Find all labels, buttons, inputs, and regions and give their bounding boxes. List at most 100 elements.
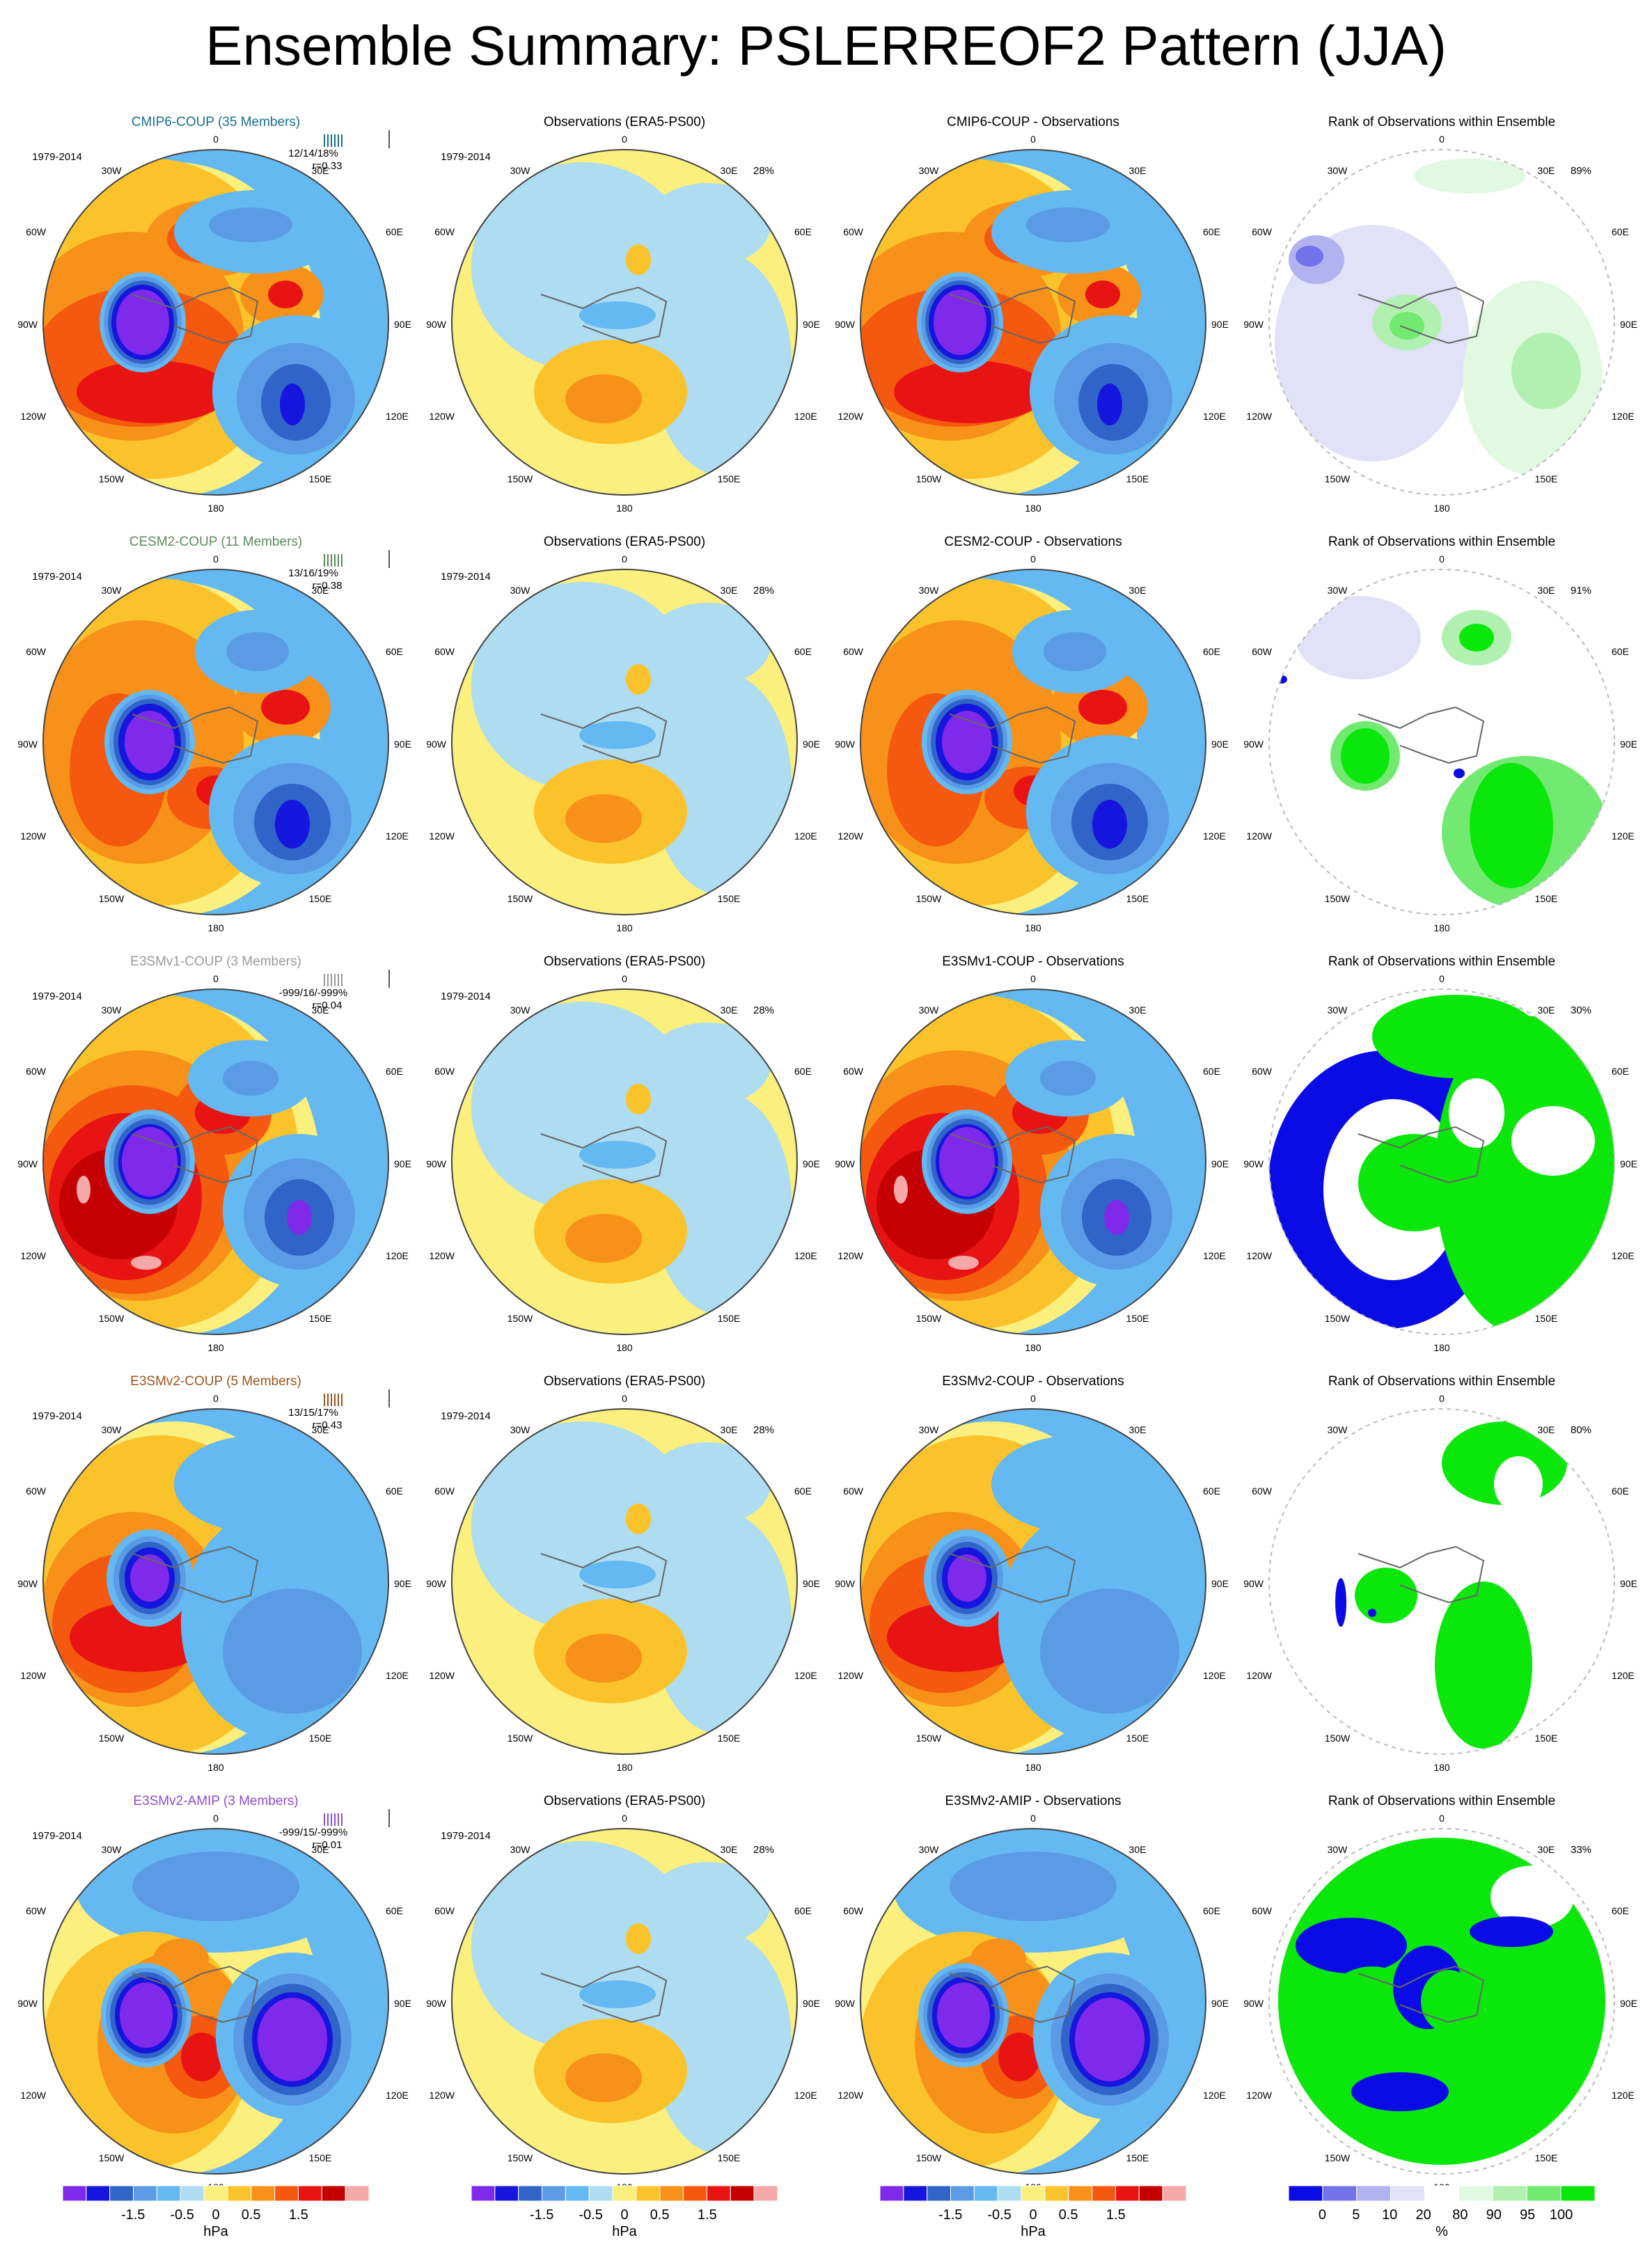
coastline — [132, 706, 259, 764]
longitude-label: 30W — [102, 1424, 123, 1435]
longitude-label: 60W — [26, 226, 47, 237]
ensemble-spread-mark — [341, 974, 343, 986]
longitude-label: 30W — [1328, 1424, 1348, 1435]
map-contour — [130, 1554, 169, 1602]
colorbar-tick-label: 0 — [212, 2207, 219, 2223]
longitude-label: 60W — [434, 1485, 455, 1497]
longitude-label: 90E — [1211, 1158, 1229, 1169]
panel-title: Observations (ERA5-PS00) — [544, 115, 705, 129]
longitude-label: 0 — [213, 1813, 219, 1824]
longitude-label: 60E — [1203, 1066, 1220, 1077]
longitude-label: 120W — [837, 1250, 863, 1261]
panel-title: Observations (ERA5-PS00) — [544, 1794, 705, 1808]
map-contour — [116, 290, 169, 355]
longitude-label: 180 — [207, 1342, 224, 1353]
map-field — [1269, 989, 1614, 1334]
panel-title: Rank of Observations within Ensemble — [1328, 954, 1555, 969]
longitude-label: 0 — [1030, 1393, 1036, 1404]
colorbar-swatch — [1526, 2185, 1561, 2202]
panel-title: Rank of Observations within Ensemble — [1328, 1374, 1555, 1389]
longitude-label: 120E — [386, 2090, 409, 2101]
map-outline — [451, 569, 798, 915]
map-contour — [626, 244, 651, 275]
colorbar-swatch — [518, 2185, 543, 2202]
colorbar-swatch — [997, 2185, 1022, 2202]
colorbar-swatch — [251, 2185, 276, 2202]
longitude-label: 90W — [835, 1998, 856, 2009]
longitude-label: 90W — [17, 1158, 38, 1169]
panel-title: E3SMv2-COUP (5 Members) — [130, 1374, 301, 1389]
colorbar-tick-label: -1.5 — [938, 2207, 962, 2223]
map-contour — [645, 1442, 771, 1526]
longitude-label: 30W — [102, 1004, 123, 1016]
ensemble-spread-mark — [327, 554, 329, 567]
map-field — [43, 989, 388, 1334]
longitude-label: 120E — [1203, 411, 1226, 422]
stat-label: 13/16/19% — [288, 567, 338, 579]
map-contour — [1341, 728, 1390, 784]
colorbar-swatch — [345, 2185, 370, 2202]
longitude-label: 120W — [1246, 1670, 1272, 1681]
longitude-label: 90E — [803, 1578, 820, 1589]
longitude-label: 90W — [835, 739, 856, 750]
ensemble-spread-mark — [334, 974, 336, 986]
ensemble-spread-mark — [331, 1813, 332, 1826]
longitude-label: 0 — [213, 134, 219, 145]
longitude-label: 0 — [1439, 1393, 1445, 1404]
colorbar-swatch — [1092, 2185, 1116, 2202]
coastline — [132, 286, 259, 345]
ensemble-spread-mark — [327, 974, 329, 986]
map-contour — [1275, 225, 1470, 462]
map-contour — [1494, 1456, 1543, 1512]
longitude-label: 150E — [1535, 473, 1558, 484]
longitude-label: 30E — [1129, 1004, 1147, 1016]
longitude-label: 150W — [99, 473, 125, 484]
longitude-label: 150E — [1126, 473, 1149, 484]
longitude-label: 150W — [916, 1733, 942, 1744]
longitude-label: 120W — [429, 2090, 455, 2101]
panel-title: Observations (ERA5-PS00) — [544, 1374, 705, 1389]
longitude-label: 60E — [1612, 646, 1629, 657]
map-field — [1269, 1409, 1614, 1754]
colorbar-swatch — [1162, 2185, 1187, 2202]
longitude-label: 150W — [508, 1313, 533, 1324]
longitude-label: 30W — [1328, 165, 1348, 176]
longitude-label: 90W — [1243, 1158, 1264, 1169]
map-panel-r2-c0: 0 180 30W 30E 60W 60E 90W 90E 120W 120E 150W 150E E3… — [17, 954, 411, 1353]
map-contour — [1470, 1916, 1553, 1947]
colorbar-swatch — [62, 2185, 87, 2202]
colorbar-tick-label: 10 — [1382, 2207, 1397, 2223]
longitude-label: 180 — [616, 1762, 633, 1773]
longitude-label: 30W — [919, 1004, 940, 1016]
map-contour — [626, 664, 651, 695]
colorbar-tick-label: -1.5 — [530, 2207, 553, 2223]
map-outline — [1268, 1828, 1615, 2175]
colorbar-rank: 0 5 10 20 80 90 95 100% — [1288, 2185, 1596, 2239]
ensemble-spread-mark — [327, 1813, 329, 1826]
longitude-label: 90W — [1243, 1998, 1264, 2009]
map-contour — [275, 800, 310, 849]
percent-label: 28% — [753, 1004, 774, 1016]
map-field — [43, 150, 388, 495]
longitude-label: 30E — [1129, 165, 1147, 176]
longitude-label: 30E — [1129, 1424, 1147, 1435]
map-panel-r4-c1: 018030W30E60W60E90W90E120W120E150W150EOb… — [426, 1794, 820, 2193]
map-contour — [998, 2033, 1040, 2081]
longitude-label: 90E — [803, 739, 820, 750]
longitude-label: 30E — [721, 1844, 738, 1855]
colorbar-tick-label: 1.5 — [1106, 2207, 1126, 2223]
ensemble-spread-mark — [324, 1394, 325, 1406]
colorbar-swatch — [1068, 2185, 1093, 2202]
ensemble-spread-mark — [334, 1394, 336, 1406]
map-contour — [125, 711, 175, 773]
longitude-label: 150E — [718, 1733, 741, 1744]
map-panel-r3-c1: 0 180 30W 30E 60W 60E 90W 90E 120W 120E 150W 150E Ob… — [426, 1374, 820, 1773]
longitude-label: 150W — [1325, 473, 1351, 484]
coastline — [949, 286, 1076, 345]
map-contour — [626, 1084, 651, 1114]
longitude-label: 120E — [386, 830, 409, 842]
map-contour — [1435, 1582, 1532, 1749]
map-outline — [451, 1828, 798, 2175]
longitude-label: 60E — [1203, 1485, 1220, 1497]
map-field — [860, 569, 1206, 915]
